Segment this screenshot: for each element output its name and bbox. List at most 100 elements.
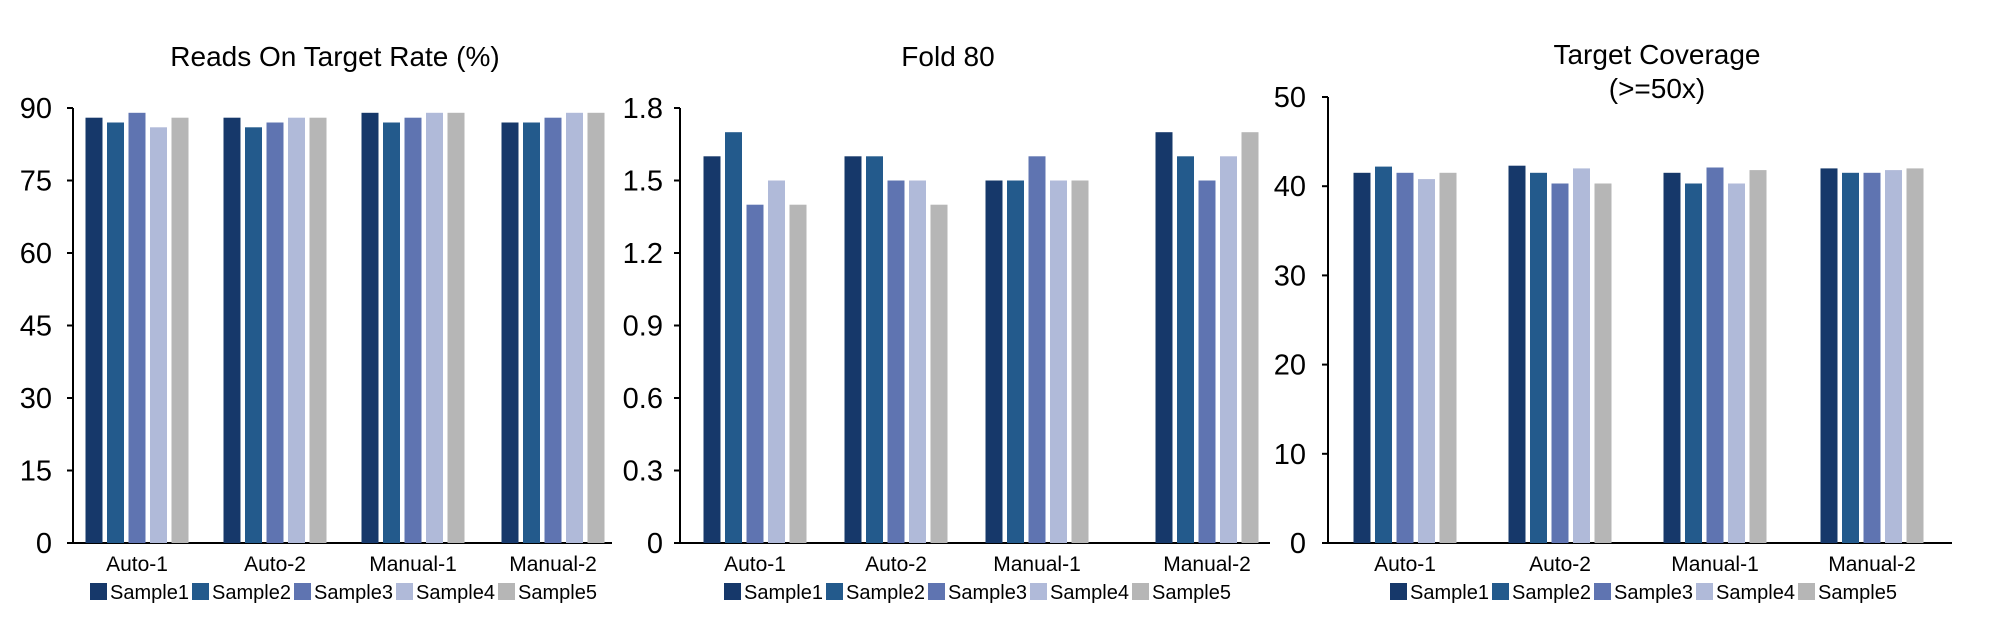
y-tick-label: 0 [647, 528, 663, 560]
bar-sample2-auto-1 [1375, 166, 1392, 543]
bar-sample5-auto-1 [789, 204, 807, 543]
y-tick-label: 60 [20, 238, 52, 270]
legend: Sample1 Sample2 Sample3 Sample4 Sample5 [1390, 582, 1897, 604]
chart-panel-1: Reads On Target Rate (%) 0 15 30 45 60 75 90 Aut… [20, 41, 612, 604]
bar-sample2-manual-2 [523, 122, 540, 543]
bar-sample3-manual-2 [1863, 172, 1881, 544]
legend-label-sample5: Sample5 [518, 582, 597, 604]
chart-panel-2: Fold 80 0 0.3 0.6 0.9 1.2 1.5 1.8 Auto-1 Auto-2 Ma… [623, 41, 1270, 604]
bar-sample2-manual-1 [1685, 183, 1702, 543]
legend: Sample1 Sample2 Sample3 Sample4 Sample5 [90, 582, 597, 604]
y-tick-label: 0.6 [623, 383, 663, 415]
bar-sample1-auto-1 [1353, 172, 1371, 544]
legend-label-sample5: Sample5 [1152, 582, 1231, 604]
legend-label-sample1: Sample1 [1410, 582, 1489, 604]
y-tick-label: 45 [20, 311, 52, 343]
y-tick-label: 0.9 [623, 311, 663, 343]
x-category-label: Auto-2 [244, 553, 306, 576]
y-tick-label: 30 [20, 383, 52, 415]
legend-swatch-sample4 [396, 583, 413, 600]
bar-sample5-auto-2 [309, 117, 327, 543]
legend-label-sample4: Sample4 [1716, 582, 1795, 604]
y-tick-label: 1.5 [623, 166, 663, 198]
bar-sample3-auto-2 [1551, 183, 1569, 543]
bar-sample4-auto-1 [150, 127, 167, 544]
y-tick-label: 50 [1274, 82, 1306, 114]
bar-sample1-manual-1 [1663, 172, 1681, 544]
bar-sample5-auto-1 [171, 117, 189, 543]
bar-sample4-manual-2 [1220, 156, 1237, 544]
legend-swatch-sample3 [294, 583, 311, 600]
legend-swatch-sample2 [826, 583, 843, 600]
y-tick-label: 0 [36, 528, 52, 560]
y-tick-label: 0.3 [623, 456, 663, 488]
bar-sample2-manual-1 [1007, 180, 1024, 543]
bar-sample3-manual-1 [1706, 167, 1724, 543]
bar-sample2-manual-1 [383, 122, 400, 543]
legend-label-sample3: Sample3 [314, 582, 393, 604]
bar-sample2-auto-2 [1530, 172, 1547, 544]
bar-sample5-manual-1 [1071, 180, 1089, 543]
bar-sample1-auto-1 [703, 156, 721, 544]
y-tick-label: 10 [1274, 439, 1306, 471]
legend-label-sample5: Sample5 [1818, 582, 1897, 604]
bar-sample1-auto-2 [223, 117, 241, 543]
x-category-label: Manual-1 [1671, 553, 1759, 576]
bar-sample3-auto-1 [746, 204, 764, 543]
chart-title-line-1: Target Coverage [1553, 39, 1760, 70]
y-tick-label: 90 [20, 93, 52, 125]
y-tick-label: 1.2 [623, 238, 663, 270]
legend-swatch-sample1 [90, 583, 107, 600]
x-category-label: Manual-2 [509, 553, 597, 576]
legend-swatch-sample5 [498, 583, 515, 600]
legend-label-sample1: Sample1 [744, 582, 823, 604]
bar-sample1-auto-2 [844, 156, 862, 544]
bar-sample4-auto-1 [768, 180, 785, 543]
y-tick-label: 75 [20, 166, 52, 198]
y-tick-label: 1.8 [623, 93, 663, 125]
legend-label-sample1: Sample1 [110, 582, 189, 604]
y-tick-label: 15 [20, 456, 52, 488]
bar-sample5-manual-2 [1241, 132, 1259, 543]
legend-label-sample3: Sample3 [1614, 582, 1693, 604]
bar-sample5-manual-1 [447, 112, 465, 544]
bar-sample3-manual-2 [1198, 180, 1216, 543]
bar-sample4-auto-2 [288, 117, 305, 543]
bar-sample3-auto-2 [887, 180, 905, 543]
legend: Sample1 Sample2 Sample3 Sample4 Sample5 [724, 582, 1231, 604]
bar-sample3-manual-1 [1028, 156, 1046, 544]
legend-swatch-sample1 [724, 583, 741, 600]
chart-title-line-2: (>=50x) [1609, 73, 1706, 104]
bar-sample3-manual-1 [404, 117, 422, 543]
y-tick-label: 40 [1274, 171, 1306, 203]
legend-label-sample2: Sample2 [212, 582, 291, 604]
legend-label-sample2: Sample2 [1512, 582, 1591, 604]
bar-sample1-manual-1 [361, 112, 379, 544]
bar-sample4-manual-2 [566, 112, 583, 544]
legend-swatch-sample3 [928, 583, 945, 600]
bar-sample2-auto-1 [107, 122, 124, 543]
chart-panel-3: Target Coverage(>=50x) 0 10 20 30 40 50 Auto-1 A… [1274, 39, 1952, 604]
bar-sample2-manual-2 [1842, 172, 1859, 544]
bar-sample4-manual-1 [1050, 180, 1067, 543]
legend-swatch-sample2 [1492, 583, 1509, 600]
bar-sample3-auto-2 [266, 122, 284, 543]
x-category-label: Auto-1 [1374, 553, 1436, 576]
bar-sample5-manual-1 [1749, 170, 1767, 543]
bar-sample1-manual-2 [1820, 168, 1838, 543]
legend-swatch-sample2 [192, 583, 209, 600]
legend-swatch-sample1 [1390, 583, 1407, 600]
bar-sample4-auto-2 [1573, 168, 1590, 543]
x-category-label: Manual-2 [1828, 553, 1916, 576]
bar-sample1-auto-2 [1508, 165, 1526, 543]
bar-sample5-auto-2 [1594, 183, 1612, 543]
bar-sample1-auto-1 [85, 117, 103, 543]
bar-sample1-manual-2 [501, 122, 519, 543]
bar-sample4-auto-1 [1418, 179, 1435, 543]
legend-label-sample3: Sample3 [948, 582, 1027, 604]
chart-title-line-1: Fold 80 [901, 41, 994, 72]
bar-sample2-auto-1 [725, 132, 742, 543]
bar-sample5-manual-2 [1906, 168, 1924, 543]
x-category-label: Auto-2 [865, 553, 927, 576]
